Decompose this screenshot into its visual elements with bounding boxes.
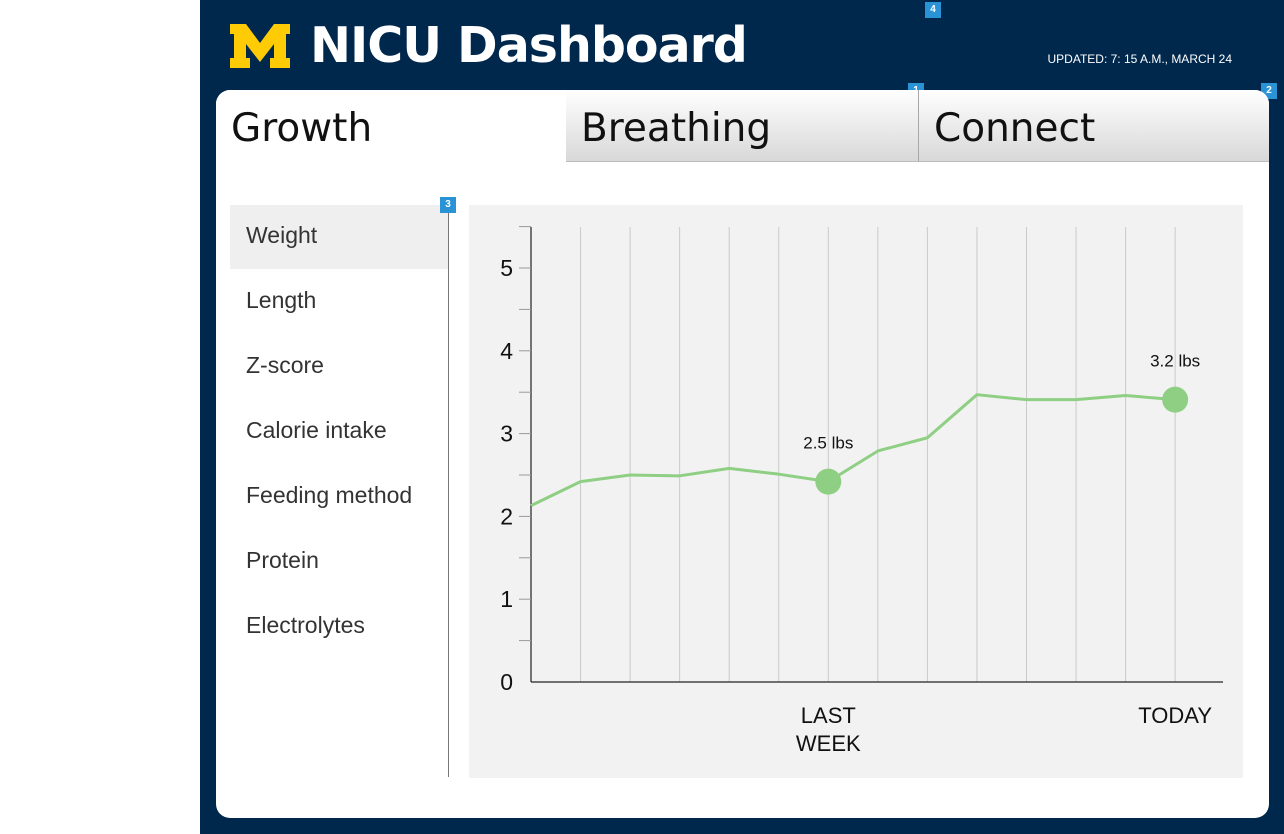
x-tick-label: LAST (801, 703, 856, 728)
y-tick-label: 2 (500, 503, 513, 529)
y-tick-label: 4 (500, 338, 513, 364)
data-point (815, 468, 842, 495)
annotation-marker: 3 (440, 197, 456, 213)
data-point (1162, 386, 1189, 413)
x-tick-label: TODAY (1138, 703, 1212, 728)
tab-breathing[interactable]: Breathing (566, 90, 918, 162)
weight-line-chart: 0 1 2 3 4 5 2.5 lbs 3.2 lbs LAST WEEK TODAY (500, 226, 1223, 756)
sidebar-item-calorie-intake[interactable]: Calorie intake (246, 417, 387, 443)
x-tick-label: WEEK (796, 731, 861, 756)
sidebar-item-z-score[interactable]: Z-score (246, 352, 324, 378)
data-label: 3.2 lbs (1150, 352, 1200, 371)
y-tick-label: 0 (500, 669, 513, 695)
tab-connect[interactable]: Connect (918, 90, 1269, 162)
metrics-sidebar: Weight Length Z-score Calorie intake Fee… (230, 205, 448, 660)
updated-timestamp: UPDATED: 7: 15 A.M., MARCH 24 (1047, 52, 1233, 66)
sidebar-item-length[interactable]: Length (246, 287, 317, 313)
sidebar-item-protein[interactable]: Protein (246, 547, 319, 573)
university-logo (230, 24, 290, 68)
tab-growth[interactable]: Growth (216, 90, 566, 162)
y-tick-label: 3 (500, 421, 513, 447)
y-tick-label: 5 (500, 255, 513, 281)
sidebar-item-feeding-method[interactable]: Feeding method (246, 482, 413, 508)
page-title: NICU Dashboard (310, 17, 748, 74)
sidebar-item-electrolytes[interactable]: Electrolytes (246, 612, 365, 638)
data-label: 2.5 lbs (803, 434, 853, 453)
y-tick-label: 1 (500, 586, 513, 612)
weight-chart: 0 1 2 3 4 5 2.5 lbs 3.2 lbs LAST WEEK TODAY (469, 205, 1243, 778)
weight-series-line (530, 393, 1176, 507)
annotation-marker: 4 (925, 2, 941, 18)
sidebar-divider (448, 205, 449, 777)
sidebar-item-weight[interactable]: Weight (230, 205, 448, 269)
